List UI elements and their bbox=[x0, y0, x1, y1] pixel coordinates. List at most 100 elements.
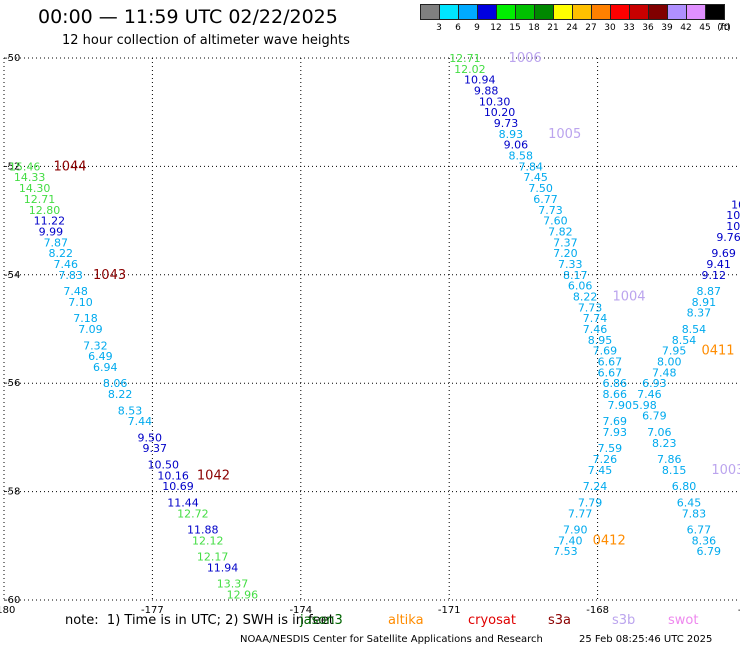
wave-height-value: 8.06 bbox=[103, 377, 128, 390]
wave-height-value: 10.69 bbox=[162, 480, 194, 493]
legend-label-45: 45 bbox=[699, 23, 711, 33]
generated-timestamp: 25 Feb 08:25:46 UTC 2025 bbox=[579, 634, 713, 645]
wave-height-value: 8.93 bbox=[499, 128, 523, 141]
wave-height-value: 8.66 bbox=[603, 388, 628, 401]
wave-height-value: 10.94 bbox=[464, 74, 496, 87]
wave-height-value: 10.20 bbox=[484, 106, 516, 119]
longitude-tick-label: -168 bbox=[586, 605, 609, 616]
wave-height-value: 7.46 bbox=[53, 258, 78, 271]
wave-height-value: 6.49 bbox=[88, 350, 113, 363]
wave-height-value: 7.90 bbox=[607, 399, 632, 412]
wave-height-value: 6.86 bbox=[603, 377, 628, 390]
wave-height-value: 7.82 bbox=[548, 225, 573, 238]
wave-height-value: 10.30 bbox=[479, 95, 511, 108]
latitude-tick-label: -58 bbox=[4, 487, 20, 498]
axis-ticks: -180 -177 -174 -171 -168 -16 -50 -52 -54 -56 -58 -6… bbox=[0, 53, 740, 616]
legend-label-24: 24 bbox=[566, 23, 578, 33]
wave-height-value: 10.50 bbox=[147, 459, 179, 472]
pass-id-label: 1042 bbox=[197, 468, 230, 483]
legend-label-27: 27 bbox=[585, 23, 597, 33]
wave-height-value: 6.77 bbox=[687, 524, 712, 537]
longitude-tick-label: -16 bbox=[738, 605, 740, 616]
wave-height-value: 7.87 bbox=[44, 236, 69, 249]
wave-height-value: 7.59 bbox=[598, 442, 623, 455]
wave-height-value: 7.69 bbox=[603, 415, 628, 428]
footer-note: note: 1) Time is in UTC; 2) SWH is in fe… bbox=[65, 613, 334, 628]
wave-height-value: 8.23 bbox=[652, 437, 677, 450]
map-subtitle: 12 hour collection of altimeter wave hei… bbox=[62, 33, 350, 48]
wave-height-value: 8.00 bbox=[657, 356, 682, 369]
pass-id-label: 1003 bbox=[711, 463, 740, 478]
wave-height-value: 12.12 bbox=[192, 534, 224, 547]
legend-label-12: 12 bbox=[490, 23, 502, 33]
satellite-altika: altika bbox=[388, 613, 424, 628]
wave-height-value: 7.83 bbox=[682, 507, 707, 520]
wave-height-value: 6.77 bbox=[533, 193, 558, 206]
wave-height-value: 9.76 bbox=[716, 231, 740, 244]
wave-height-value: 7.45 bbox=[523, 171, 548, 184]
wave-height-value: 7.74 bbox=[583, 312, 608, 325]
wave-height-value: 7.48 bbox=[63, 285, 88, 298]
wave-height-value: 9.06 bbox=[504, 139, 529, 152]
satellite-s3a: s3a bbox=[548, 613, 572, 628]
pass-id-label: 1006 bbox=[509, 51, 542, 66]
pass-id-label: 1043 bbox=[93, 268, 126, 283]
wave-height-value: 7.32 bbox=[83, 339, 108, 352]
wave-height-value: 8.54 bbox=[682, 323, 707, 336]
wave-height-value: 10.03 bbox=[726, 209, 740, 222]
wave-height-value: 14.30 bbox=[19, 182, 51, 195]
legend-label-15: 15 bbox=[509, 23, 521, 33]
wave-height-value: 11.22 bbox=[34, 215, 66, 228]
legend-label-42: 42 bbox=[680, 23, 692, 33]
wave-height-value: 8.54 bbox=[672, 334, 697, 347]
pass-id-label: 1004 bbox=[612, 289, 645, 304]
wave-height-value: 7.44 bbox=[128, 415, 152, 428]
wave-height-value: 7.84 bbox=[518, 160, 543, 173]
satellite-s3b: s3b bbox=[612, 613, 636, 628]
wave-height-value: 9.99 bbox=[39, 225, 64, 238]
wave-height-value: 6.79 bbox=[697, 545, 722, 558]
wave-height-value: 11.88 bbox=[187, 524, 219, 537]
wave-height-value: 7.09 bbox=[78, 323, 103, 336]
wave-height-value: 12.80 bbox=[29, 204, 61, 217]
wave-height-value: 8.87 bbox=[697, 285, 722, 298]
pass-id-label: 1044 bbox=[53, 159, 86, 174]
wave-height-value: 8.36 bbox=[692, 534, 717, 547]
legend-label-70: 70 bbox=[718, 23, 730, 33]
longitude-tick-label: -174 bbox=[289, 605, 312, 616]
legend-label-33: 33 bbox=[623, 23, 635, 33]
wave-height-value: 7.40 bbox=[558, 534, 583, 547]
pass-id-label: 0411 bbox=[701, 344, 734, 359]
wave-height-value: 7.24 bbox=[583, 480, 608, 493]
longitude-tick-label: -177 bbox=[141, 605, 164, 616]
wave-height-value: 10.38 bbox=[731, 198, 740, 211]
legend-unit: (ft) bbox=[717, 23, 731, 33]
wave-height-value: 8.37 bbox=[687, 307, 712, 320]
wave-height-value: 12.71 bbox=[449, 52, 481, 65]
wave-height-value: 7.20 bbox=[553, 247, 578, 260]
legend-label-9: 9 bbox=[474, 23, 480, 33]
wave-height-value: 7.95 bbox=[662, 345, 687, 358]
wave-height-value: 13.37 bbox=[217, 578, 249, 591]
wave-height-value: 8.17 bbox=[563, 269, 588, 282]
wave-height-value: 6.06 bbox=[568, 280, 593, 293]
wave-height-value: 7.73 bbox=[538, 204, 563, 217]
wave-height-value: 7.18 bbox=[73, 312, 98, 325]
wave-height-value: 6.67 bbox=[598, 366, 623, 379]
wave-height-value: 9.41 bbox=[706, 258, 731, 271]
wave-height-value: 10.58 bbox=[726, 220, 740, 233]
latitude-tick-label: -52 bbox=[4, 161, 20, 172]
wave-height-value: 9.88 bbox=[474, 85, 499, 98]
legend-label-30: 30 bbox=[604, 23, 616, 33]
wave-height-value: 9.50 bbox=[138, 431, 163, 444]
legend-label-21: 21 bbox=[547, 23, 559, 33]
wave-height-value: 12.96 bbox=[227, 589, 259, 602]
wave-height-value: 7.10 bbox=[68, 296, 93, 309]
wave-height-value: 8.15 bbox=[662, 464, 687, 477]
wave-height-value: 6.80 bbox=[672, 480, 697, 493]
legend-label-39: 39 bbox=[661, 23, 673, 33]
legend-label-6: 6 bbox=[455, 23, 461, 33]
wave-height-value: 7.77 bbox=[568, 507, 593, 520]
graticule bbox=[3, 57, 740, 601]
